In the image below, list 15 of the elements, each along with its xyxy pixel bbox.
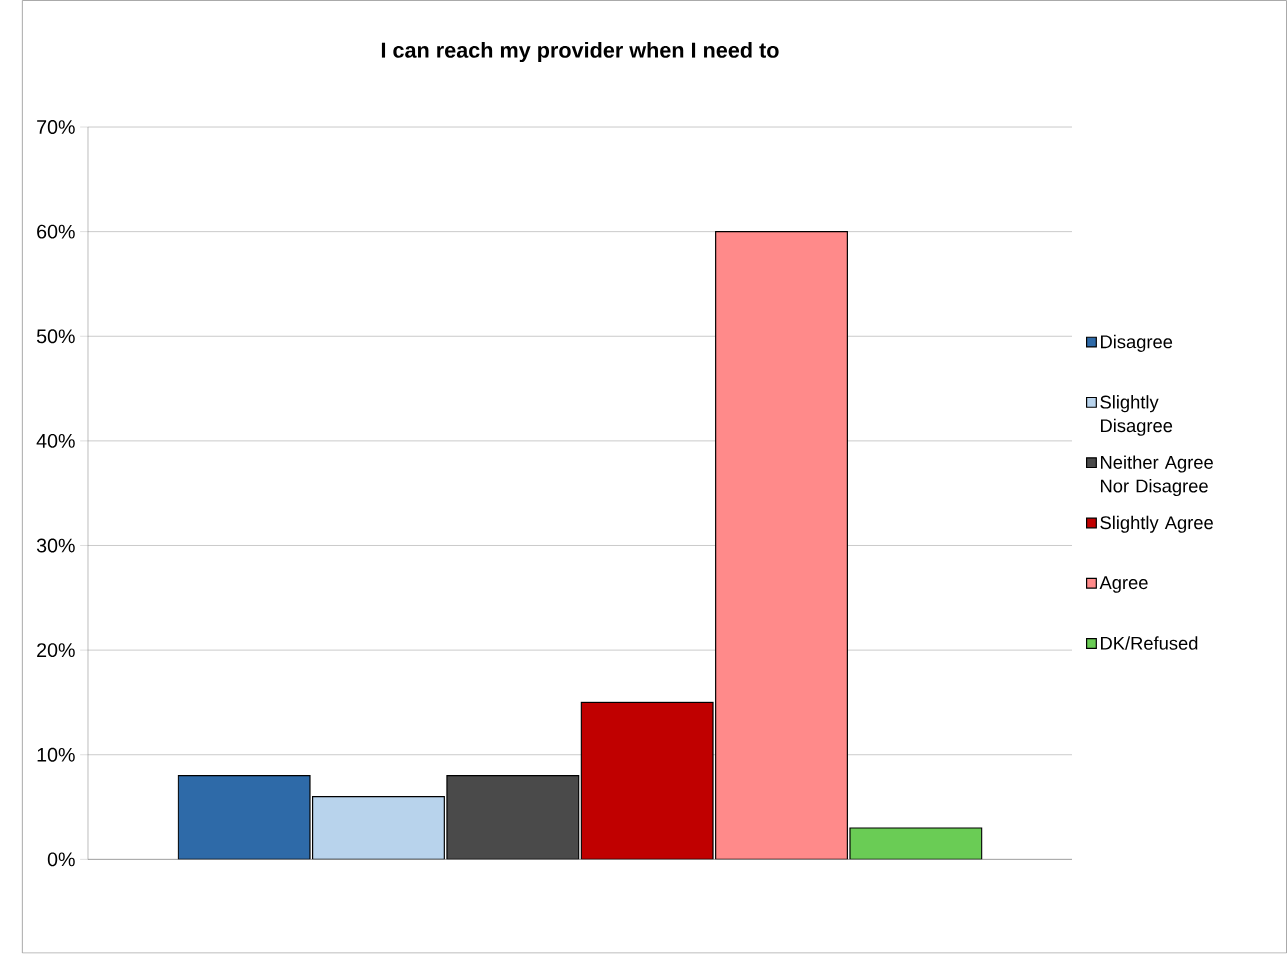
y-tick-label: 0%: [47, 852, 75, 867]
y-tick-label: 40%: [36, 434, 75, 449]
y-tick-label: 10%: [37, 748, 75, 762]
legend-label: Neither Agree Nor Disagree: [1101, 455, 1213, 497]
legend-label: Agree: [1099, 576, 1148, 593]
legend-label: DK/Refused: [1101, 636, 1198, 650]
y-tick-label: 70%: [37, 120, 75, 135]
y-tick-label: 30%: [36, 538, 75, 553]
y-tick-label: 50%: [36, 329, 75, 344]
chart-title: I can reach my provider when I need to: [381, 42, 779, 63]
legend-label: Slightly Disagree: [1100, 395, 1173, 437]
y-tick-label: 60%: [37, 224, 75, 239]
legend-label: Slightly Agree: [1100, 515, 1213, 534]
y-tick-label: 20%: [37, 643, 75, 658]
legend-label: Disagree: [1101, 335, 1173, 353]
